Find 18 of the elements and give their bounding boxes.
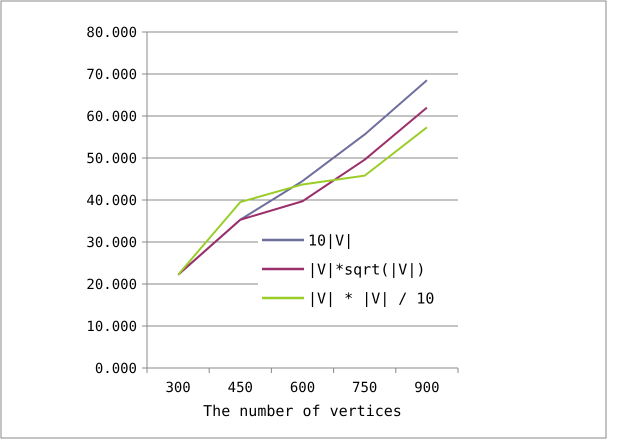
x-tick-label: 450 — [228, 380, 253, 396]
y-tick-label: 70.000 — [86, 66, 137, 83]
x-tick-label: 600 — [290, 380, 316, 396]
legend-label: |V|*sqrt(|V|) — [308, 260, 426, 278]
y-tick-label: 10.000 — [86, 318, 137, 335]
x-tick-label: 300 — [165, 380, 191, 396]
y-tick-label: 30.000 — [86, 234, 137, 251]
y-tick-label: 20.000 — [86, 276, 137, 293]
y-tick-label: 0.000 — [94, 360, 137, 377]
y-tick-label: 80.000 — [86, 24, 137, 41]
legend-label: 10|V| — [308, 231, 354, 250]
x-axis-title: The number of vertices — [203, 402, 402, 420]
y-tick-label: 40.000 — [86, 192, 137, 209]
legend-label: |V| * |V| / 10 — [308, 289, 434, 308]
y-tick-label: 60.000 — [86, 108, 137, 125]
x-tick-label: 900 — [414, 380, 440, 396]
x-tick-label: 750 — [352, 380, 378, 396]
y-tick-label: 50.000 — [86, 150, 137, 167]
